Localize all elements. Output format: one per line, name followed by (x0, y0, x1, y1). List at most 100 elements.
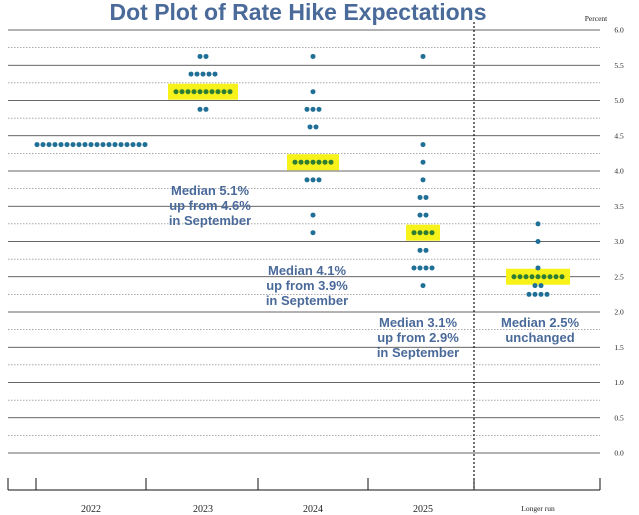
x-category-label: Longer run (521, 504, 555, 513)
dot (206, 71, 212, 77)
dot (221, 89, 227, 95)
dot (322, 159, 328, 165)
dot (227, 89, 233, 95)
median-highlight (168, 83, 238, 100)
dot (541, 274, 547, 280)
dot (197, 106, 203, 112)
y-tick-label: 5.0 (614, 96, 624, 105)
annotations: Median 5.1%up from 4.6% in September Media… (169, 183, 580, 360)
dot (420, 159, 426, 165)
dot (310, 177, 316, 183)
x-category-label: 2024 (303, 504, 323, 515)
y-tick-label: 3.0 (614, 237, 624, 246)
annotation-text: up from 4.6% (169, 198, 251, 213)
dot (316, 177, 322, 183)
dot (94, 142, 100, 148)
dot (194, 71, 200, 77)
dot (52, 142, 58, 148)
y-tick-label: 5.5 (614, 61, 624, 70)
y-tick-label: 2.5 (614, 272, 624, 281)
annotation-text: up from 3.9% (266, 278, 348, 293)
dot (417, 194, 423, 200)
dot (310, 106, 316, 112)
y-tick-label: 0.0 (614, 449, 624, 458)
median-highlight (406, 224, 440, 241)
dot (197, 89, 203, 95)
annotation-text: up from 2.9% (377, 330, 459, 345)
dot (517, 274, 523, 280)
x-category-label: 2022 (81, 504, 101, 515)
dot (429, 265, 435, 271)
dot (58, 142, 64, 148)
dot (529, 274, 535, 280)
dot (209, 89, 215, 95)
y-tick-label: 4.5 (614, 131, 624, 140)
dot (423, 265, 429, 271)
dot (511, 274, 517, 280)
dot (203, 53, 209, 59)
dot (100, 142, 106, 148)
dot (200, 71, 206, 77)
dot (310, 230, 316, 236)
dot (185, 89, 191, 95)
dot (420, 142, 426, 148)
annotation-text: Median 5.1% (171, 183, 249, 198)
dot (310, 89, 316, 95)
dot (316, 159, 322, 165)
dot (34, 142, 40, 148)
dot (313, 124, 319, 130)
dot (118, 142, 124, 148)
dot (523, 274, 529, 280)
dot (197, 53, 203, 59)
y-axis-ticks: 0.0 0.5 1.0 1.5 2.0 2.5 3.0 3.5 4.0 4.5 5.0 5.5 6.0 (614, 26, 624, 458)
dot (423, 212, 429, 218)
dot (559, 274, 565, 280)
dot (298, 159, 304, 165)
dot (292, 159, 298, 165)
dot (547, 274, 553, 280)
annotation-text: Median 2.5% (501, 315, 579, 330)
dot (82, 142, 88, 148)
dot (532, 291, 538, 297)
dot (124, 142, 130, 148)
dot (173, 89, 179, 95)
dot (215, 89, 221, 95)
dot (538, 283, 544, 289)
y-tick-label: 1.0 (614, 378, 624, 387)
dot (544, 291, 550, 297)
dot (136, 142, 142, 148)
dot (411, 230, 417, 236)
dot (203, 106, 209, 112)
y-tick-label: 0.5 (614, 413, 624, 422)
dot (411, 265, 417, 271)
annotation-text: in September (377, 345, 459, 360)
dot (420, 177, 426, 183)
dot (130, 142, 136, 148)
dot (420, 53, 426, 59)
dot (64, 142, 70, 148)
dot (112, 142, 118, 148)
dot (188, 71, 194, 77)
y-axis-label: Percent (585, 14, 608, 23)
dot (328, 159, 334, 165)
dot (423, 247, 429, 253)
dot (70, 142, 76, 148)
dot (553, 274, 559, 280)
dot (191, 89, 197, 95)
dot (538, 291, 544, 297)
dot (535, 265, 541, 271)
dot (423, 194, 429, 200)
y-tick-label: 2.0 (614, 308, 624, 317)
dot (40, 142, 46, 148)
dot (76, 142, 82, 148)
dots (34, 53, 565, 297)
dot (417, 230, 423, 236)
dot (203, 89, 209, 95)
dot (535, 274, 541, 280)
dot (304, 106, 310, 112)
dot (532, 283, 538, 289)
dot (88, 142, 94, 148)
x-category-label: 2023 (193, 504, 213, 515)
dot (429, 230, 435, 236)
